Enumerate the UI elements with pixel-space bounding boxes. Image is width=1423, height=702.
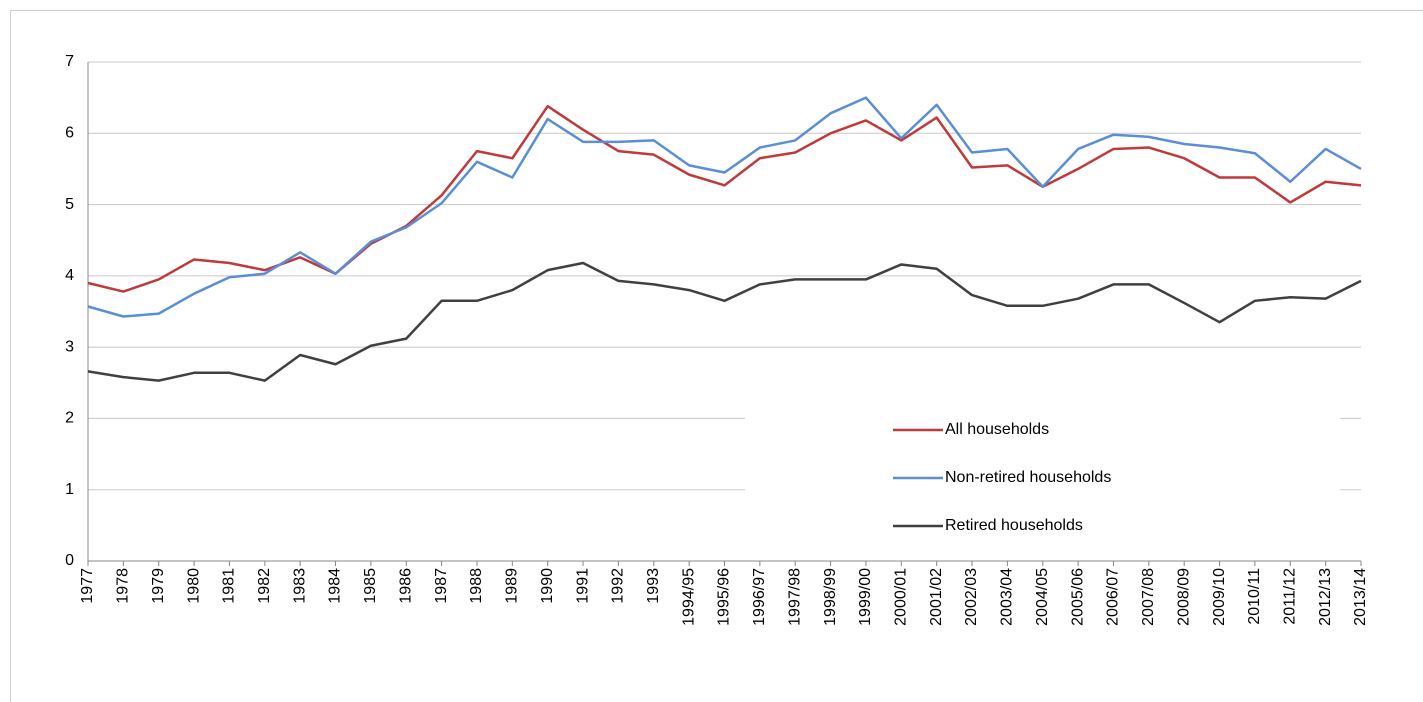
x-tick-label: 2007/08 bbox=[1140, 568, 1157, 626]
x-tick-label: 1977 bbox=[79, 568, 96, 604]
x-tick-label: 1993 bbox=[645, 568, 662, 604]
x-tick-label: 2012/13 bbox=[1317, 568, 1334, 626]
x-tick-label: 1978 bbox=[115, 568, 132, 604]
y-tick-label: 2 bbox=[65, 410, 74, 427]
x-tick-label: 1997/98 bbox=[786, 568, 803, 626]
series-line bbox=[87, 104, 1362, 293]
x-tick-label: 1988 bbox=[468, 568, 485, 604]
chart-frame bbox=[10, 10, 1423, 702]
x-tick-label: 2010/11 bbox=[1246, 568, 1263, 625]
x-tick-label: 1983 bbox=[291, 568, 308, 604]
x-tick-label: 2004/05 bbox=[1034, 568, 1051, 626]
series-line bbox=[87, 96, 1362, 318]
x-tick-label: 1985 bbox=[362, 568, 379, 604]
x-tick-label: 1995/96 bbox=[716, 568, 733, 626]
x-tick-label: 2006/07 bbox=[1105, 568, 1122, 626]
x-tick-label: 2013/14 bbox=[1352, 568, 1369, 626]
x-tick-label: 1981 bbox=[221, 568, 238, 604]
x-tick-label: 1989 bbox=[504, 568, 521, 604]
y-tick-label: 4 bbox=[65, 267, 74, 284]
x-tick-label: 2001/02 bbox=[928, 568, 945, 626]
x-tick-label: 2000/01 bbox=[893, 568, 910, 626]
x-tick-label: 2008/09 bbox=[1175, 568, 1192, 626]
y-tick-label: 0 bbox=[65, 552, 74, 569]
x-tick-label: 1999/00 bbox=[857, 568, 874, 626]
x-tick-label: 1994/95 bbox=[680, 568, 697, 626]
x-tick-label: 1980 bbox=[185, 568, 202, 604]
x-tick-label: 2009/10 bbox=[1211, 568, 1228, 626]
x-tick-label: 1982 bbox=[256, 568, 273, 604]
legend-box bbox=[745, 403, 1340, 549]
x-tick-label: 1986 bbox=[397, 568, 414, 604]
x-tick-label: 1991 bbox=[574, 568, 591, 604]
y-tick-label: 6 bbox=[65, 125, 74, 142]
y-tick-label: 1 bbox=[65, 481, 74, 498]
x-tick-label: 1984 bbox=[327, 568, 344, 604]
y-tick-label: 3 bbox=[65, 338, 74, 355]
x-tick-label: 1996/97 bbox=[751, 568, 768, 626]
x-tick-label: 1979 bbox=[150, 568, 167, 604]
x-tick-label: 2005/06 bbox=[1069, 568, 1086, 626]
legend-label: Non-retired households bbox=[945, 469, 1111, 486]
y-tick-label: 7 bbox=[65, 53, 74, 70]
x-tick-label: 1987 bbox=[433, 568, 450, 604]
x-tick-label: 2011/12 bbox=[1281, 568, 1298, 625]
series-line bbox=[87, 261, 1362, 382]
x-tick-label: 1998/99 bbox=[822, 568, 839, 626]
x-tick-label: 2003/04 bbox=[999, 568, 1016, 626]
legend-label: Retired households bbox=[945, 517, 1083, 534]
x-tick-label: 1990 bbox=[539, 568, 556, 604]
x-tick-label: 2002/03 bbox=[963, 568, 980, 626]
legend-label: All households bbox=[945, 421, 1049, 438]
x-tick-label: 1992 bbox=[610, 568, 627, 604]
y-tick-label: 5 bbox=[65, 196, 74, 213]
